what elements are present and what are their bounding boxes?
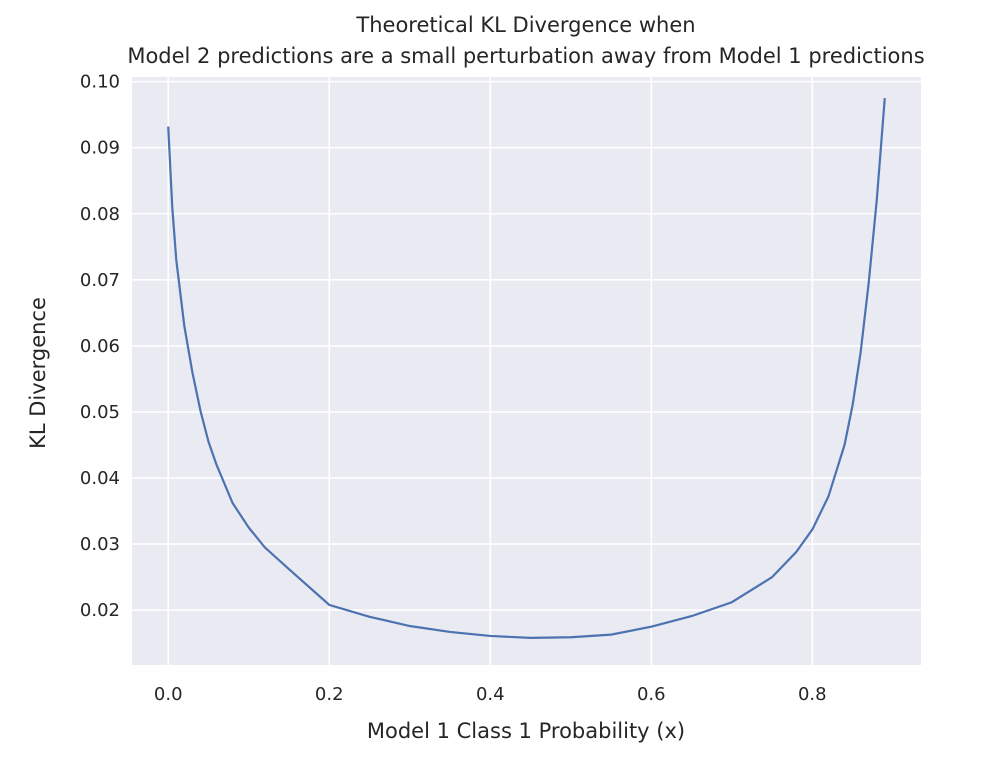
plot-area — [132, 77, 921, 665]
x-axis-label: Model 1 Class 1 Probability (x) — [367, 719, 685, 743]
y-tick-label: 0.10 — [80, 72, 120, 93]
y-tick-label: 0.06 — [80, 336, 120, 357]
y-tick-label: 0.08 — [80, 204, 120, 225]
x-tick-label: 0.6 — [637, 684, 666, 705]
x-tick-label: 0.2 — [315, 684, 344, 705]
y-tick-label: 0.04 — [80, 468, 120, 489]
y-tick-label: 0.07 — [80, 270, 120, 291]
grid — [132, 77, 921, 665]
y-tick-label: 0.02 — [80, 600, 120, 621]
y-tick-label: 0.03 — [80, 534, 120, 555]
chart-title-line-1: Theoretical KL Divergence when — [355, 13, 695, 37]
chart-title-line-2: Model 2 predictions are a small perturba… — [127, 44, 924, 68]
y-tick-label: 0.05 — [80, 402, 120, 423]
y-tick-labels: 0.02 0.03 0.04 0.05 0.06 0.07 0.08 0.09 0.10 — [80, 72, 120, 622]
x-tick-label: 0.8 — [798, 684, 827, 705]
x-tick-labels: 0.0 0.2 0.4 0.6 0.8 — [154, 684, 827, 705]
x-tick-label: 0.4 — [476, 684, 505, 705]
x-tick-label: 0.0 — [154, 684, 183, 705]
y-axis-label: KL Divergence — [26, 297, 50, 449]
kl-divergence-line — [167, 98, 886, 640]
y-tick-label: 0.09 — [80, 138, 120, 159]
